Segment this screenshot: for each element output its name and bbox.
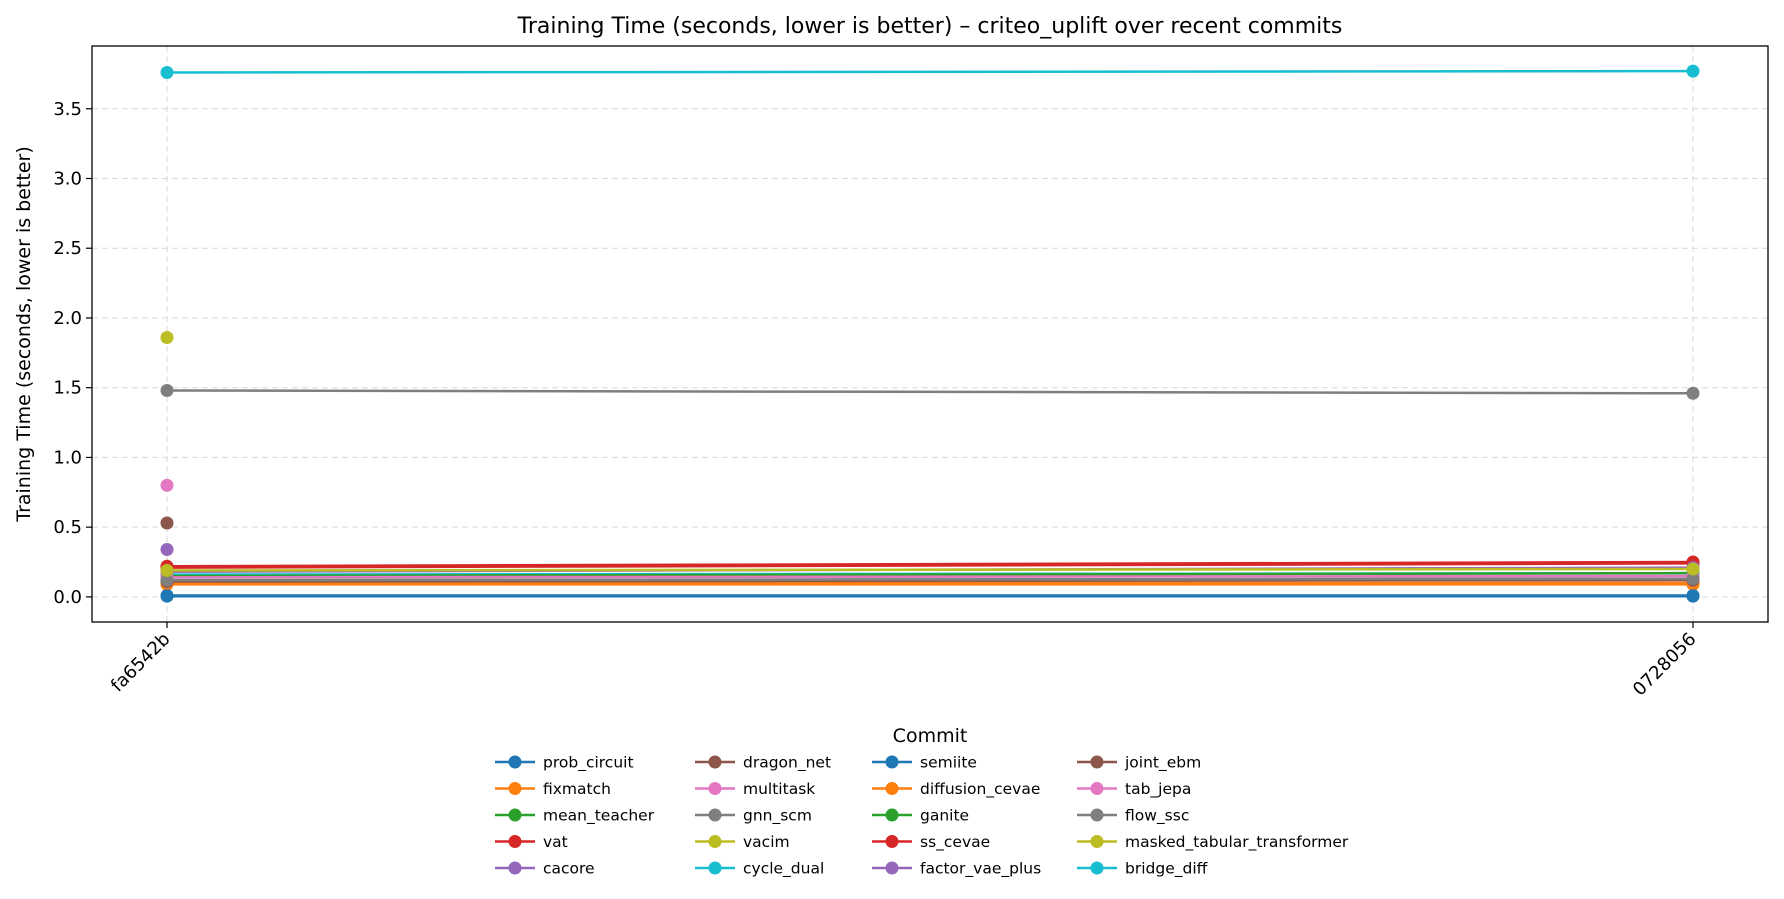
series-point-vacim (160, 330, 174, 344)
series-point-semiite (160, 589, 174, 603)
series-point-bridge_diff (1686, 64, 1700, 78)
legend-marker-cycle_dual (708, 861, 722, 875)
y-tick-label: 2.0 (53, 308, 82, 329)
y-tick-label: 2.5 (53, 238, 82, 259)
series-point-bridge_diff (160, 65, 174, 79)
chart-title: Training Time (seconds, lower is better)… (517, 14, 1343, 39)
series-point-semiite (1686, 589, 1700, 603)
legend-marker-factor_vae_plus (885, 861, 899, 875)
y-axis-label: Training Time (seconds, lower is better) (13, 146, 35, 522)
y-tick-label: 1.0 (53, 447, 82, 468)
legend-marker-tab_jepa (1090, 782, 1104, 795)
series-point-flow_ssc (160, 573, 174, 587)
series-layer (160, 64, 1700, 603)
y-tick-label: 1.5 (53, 378, 82, 399)
legend-label-cycle_dual: cycle_dual (743, 860, 824, 879)
legend-label-ganite: ganite (920, 807, 969, 825)
series-line-bridge_diff (166, 69, 1694, 74)
y-tick-label: 3.5 (53, 99, 82, 120)
series-point-masked_tabular_transformer (160, 563, 174, 577)
legend-marker-mean_teacher (508, 808, 522, 822)
legend-label-vat: vat (543, 833, 568, 851)
legend-marker-multitask (708, 782, 722, 795)
legend-label-semiite: semiite (920, 754, 977, 772)
legend-marker-bridge_diff (1090, 861, 1104, 875)
legend-marker-joint_ebm (1090, 755, 1104, 769)
series-line-ss_cevae (166, 560, 1694, 568)
series-line-masked_tabular_transformer (166, 567, 1694, 572)
plot-frame (91, 45, 1769, 623)
legend-marker-fixmatch (508, 782, 522, 795)
series-point-gnn_scm (1686, 386, 1700, 400)
legend-label-factor_vae_plus: factor_vae_plus (920, 860, 1041, 879)
series-point-cacore (160, 542, 174, 556)
series-point-masked_tabular_transformer (1686, 562, 1700, 576)
legend-label-mean_teacher: mean_teacher (543, 807, 655, 826)
y-tick-label: 0.5 (53, 517, 82, 538)
legend-marker-vat (508, 835, 522, 848)
legend-marker-prob_circuit (508, 755, 522, 769)
legend-label-prob_circuit: prob_circuit (543, 754, 634, 773)
legend-marker-ganite (885, 808, 899, 822)
legend: Commit prob_circuit fixmatch mean_teacherva… (495, 725, 1349, 879)
y-tick-label: 0.0 (53, 587, 82, 608)
series-line-tab_jepa (166, 574, 1694, 579)
series-line-ganite (166, 571, 1694, 578)
legend-label-tab_jepa: tab_jepa (1125, 780, 1191, 799)
legend-marker-dragon_net (708, 755, 722, 769)
series-line-flow_ssc (166, 577, 1694, 582)
legend-label-joint_ebm: joint_ebm (1124, 754, 1201, 773)
legend-marker-ss_cevae (885, 835, 899, 848)
legend-title: Commit (893, 725, 968, 747)
legend-label-flow_ssc: flow_ssc (1125, 807, 1189, 826)
legend-marker-vacim (708, 835, 722, 848)
legend-marker-semiite (885, 755, 899, 769)
legend-marker-gnn_scm (708, 808, 722, 822)
legend-label-fixmatch: fixmatch (543, 780, 611, 798)
legend-label-diffusion_cevae: diffusion_cevae (920, 780, 1040, 799)
legend-label-vacim: vacim (743, 833, 790, 851)
legend-marker-diffusion_cevae (885, 782, 899, 795)
legend-label-bridge_diff: bridge_diff (1125, 860, 1208, 879)
legend-label-masked_tabular_transformer: masked_tabular_transformer (1125, 833, 1349, 852)
legend-label-ss_cevae: ss_cevae (920, 833, 990, 852)
series-point-multitask (160, 478, 174, 492)
y-tick-label: 3.0 (53, 168, 82, 189)
series-line-joint_ebm (166, 578, 1694, 583)
legend-label-multitask: multitask (743, 780, 815, 798)
series-point-gnn_scm (160, 383, 174, 397)
series-line-vat (166, 562, 1694, 569)
legend-label-dragon_net: dragon_net (743, 754, 831, 773)
series-line-gnn_scm (166, 389, 1694, 395)
legend-label-gnn_scm: gnn_scm (743, 807, 812, 826)
legend-label-cacore: cacore (543, 860, 595, 878)
legend-marker-flow_ssc (1090, 808, 1104, 822)
legend-marker-masked_tabular_transformer (1090, 835, 1104, 848)
series-point-dragon_net (160, 516, 174, 530)
series-point-flow_ssc (1686, 572, 1700, 586)
legend-marker-cacore (508, 861, 522, 875)
